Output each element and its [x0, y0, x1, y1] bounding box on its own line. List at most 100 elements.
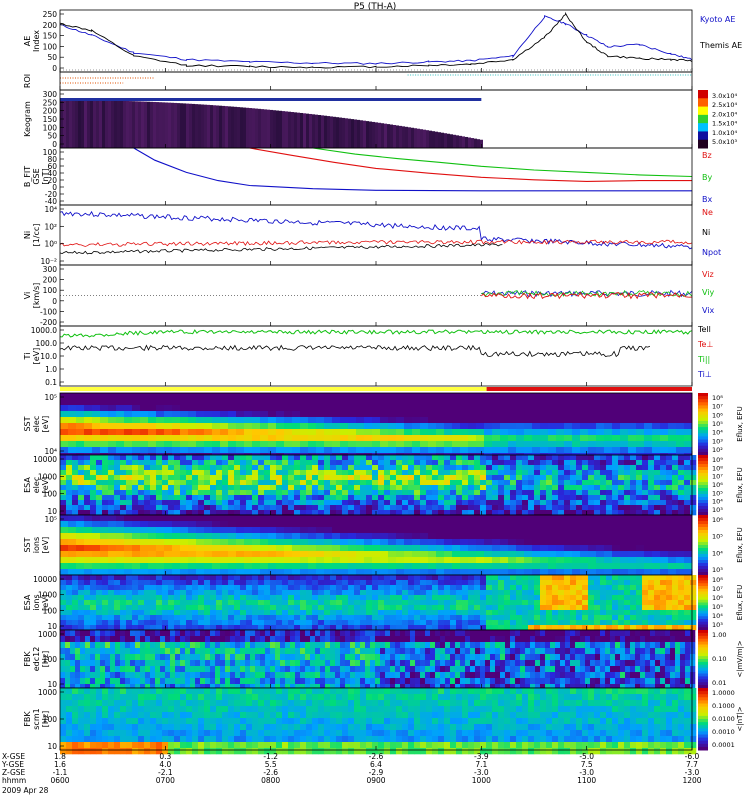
- spectrogram-cell: [636, 505, 642, 510]
- spectrogram-cell: [654, 470, 660, 475]
- spectrogram-cell: [676, 569, 684, 575]
- spectrogram-cell: [498, 505, 504, 510]
- spectrogram-cell: [684, 515, 692, 521]
- spectrogram-cell: [282, 460, 288, 465]
- keogram-column: [171, 103, 174, 148]
- spectrogram-cell: [456, 585, 462, 590]
- spectrogram-cell: [476, 429, 484, 435]
- spectrogram-cell: [252, 580, 258, 585]
- spectrogram-cell: [516, 585, 522, 590]
- spectrogram-cell: [504, 455, 510, 460]
- spectrogram-cell: [282, 575, 288, 580]
- spectrogram-cell: [540, 515, 548, 521]
- keogram-column: [174, 103, 177, 148]
- spectrogram-cell: [264, 595, 270, 600]
- spectrogram-cell: [356, 545, 364, 551]
- spectrogram-cell: [70, 630, 75, 636]
- spectrogram-cell: [172, 405, 180, 411]
- spectrogram-cell: [78, 495, 84, 500]
- spectrogram-cell: [300, 495, 306, 500]
- spectrogram-cell: [476, 551, 484, 557]
- spectrogram-cell: [170, 642, 175, 648]
- spectrogram-cell: [594, 455, 600, 460]
- spectrogram-cell: [205, 636, 210, 642]
- spectrogram-cell: [276, 625, 282, 630]
- spectrogram-cell: [198, 500, 204, 505]
- spectrogram-cell: [84, 441, 92, 447]
- spectrogram-cell: [235, 666, 240, 672]
- spectrogram-cell: [188, 557, 196, 563]
- spectrogram-cell: [366, 510, 372, 515]
- spectrogram-cell: [378, 495, 384, 500]
- spectrogram-cell: [354, 480, 360, 485]
- spectrogram-cell: [150, 620, 156, 625]
- spectrogram-cell: [168, 465, 174, 470]
- spectrogram-cell: [105, 666, 110, 672]
- spectrogram-cell: [384, 575, 390, 580]
- spectrogram-cell: [504, 485, 510, 490]
- spectrogram-cell: [210, 590, 216, 595]
- spectrogram-cell: [180, 557, 188, 563]
- spectrogram-cell: [460, 551, 468, 557]
- spectrogram-cell: [348, 441, 356, 447]
- spectrogram-cell: [572, 515, 580, 521]
- spectrogram-cell: [474, 595, 480, 600]
- spectrogram-cell: [594, 500, 600, 505]
- colorbar-segment: [698, 409, 708, 413]
- spectrogram-cell: [84, 393, 92, 399]
- spectrogram-cell: [364, 411, 372, 417]
- spectrogram-cell: [510, 490, 516, 495]
- spectrogram-cell: [114, 580, 120, 585]
- spectrogram-cell: [244, 521, 252, 527]
- spectrogram-cell: [572, 435, 580, 441]
- spectrogram-cell: [556, 417, 564, 423]
- spectrogram-cell: [522, 480, 528, 485]
- spectrogram-cell: [324, 480, 330, 485]
- spectrogram-cell: [264, 605, 270, 610]
- spectrogram-cell: [126, 475, 132, 480]
- spectrogram-cell: [684, 545, 692, 551]
- spectrogram-cell: [636, 490, 642, 495]
- spectrogram-cell: [95, 672, 100, 678]
- spectrogram-cell: [114, 485, 120, 490]
- spectrogram-cell: [378, 470, 384, 475]
- spectrogram-cell: [264, 500, 270, 505]
- spectrogram-cell: [102, 620, 108, 625]
- spectrogram-cell: [570, 485, 576, 490]
- spectrogram-cell: [270, 610, 276, 615]
- spectrogram-cell: [246, 580, 252, 585]
- spectrogram-cell: [336, 605, 342, 610]
- spectrogram-cell: [402, 590, 408, 595]
- spectrogram-cell: [570, 605, 576, 610]
- spectrogram-cell: [120, 470, 126, 475]
- spectrogram-cell: [484, 411, 492, 417]
- spectrogram-cell: [78, 600, 84, 605]
- spectrogram-cell: [690, 625, 696, 630]
- spectrogram-cell: [510, 505, 516, 510]
- spectrogram-cell: [462, 460, 468, 465]
- spectrogram-cell: [342, 500, 348, 505]
- spectrogram-cell: [460, 393, 468, 399]
- spectrogram-cell: [558, 590, 564, 595]
- spectrogram-cell: [144, 500, 150, 505]
- spectrogram-cell: [126, 505, 132, 510]
- spectrogram-cell: [220, 551, 228, 557]
- spectrogram-cell: [264, 580, 270, 585]
- spectrogram-cell: [120, 500, 126, 505]
- spectrogram-cell: [246, 625, 252, 630]
- spectrogram-cell: [138, 615, 144, 620]
- spectrogram-cell: [414, 475, 420, 480]
- spectrogram-cell: [546, 510, 552, 515]
- spectrogram-cell: [474, 490, 480, 495]
- spectrogram-cell: [630, 575, 636, 580]
- spectrogram-cell: [120, 590, 126, 595]
- spectrogram-cell: [402, 510, 408, 515]
- spectrogram-cell: [372, 441, 380, 447]
- spectrogram-cell: [102, 575, 108, 580]
- spectrogram-cell: [135, 630, 140, 636]
- colorbar-segment: [698, 140, 708, 149]
- spectrogram-cell: [388, 521, 396, 527]
- spectrogram-cell: [652, 435, 660, 441]
- spectrogram-cell: [500, 569, 508, 575]
- spectrogram-cell: [504, 625, 510, 630]
